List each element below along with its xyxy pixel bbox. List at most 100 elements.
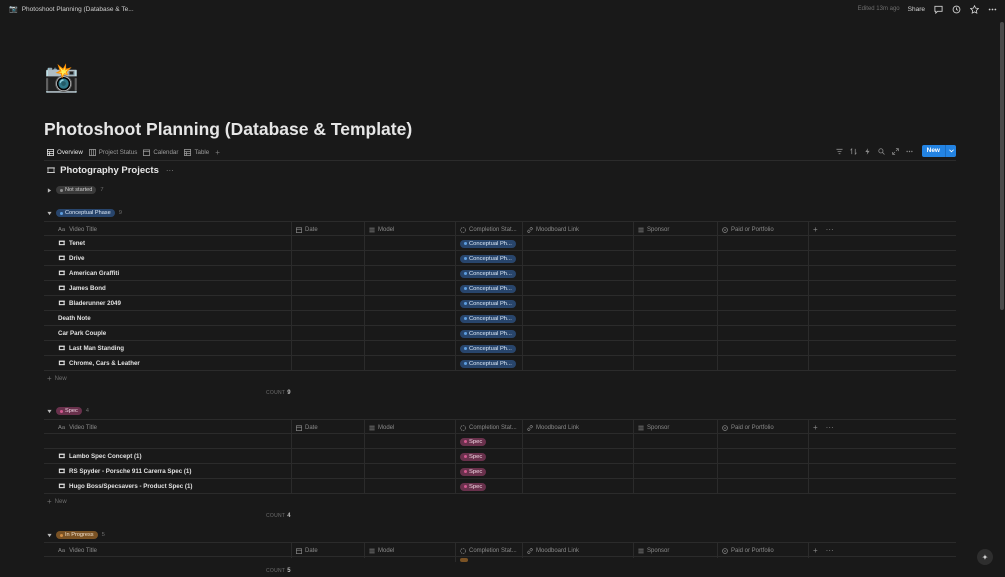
table-row[interactable]: Spec <box>44 434 956 449</box>
triangle-down-icon[interactable] <box>46 408 52 414</box>
share-button[interactable]: Share <box>907 5 925 13</box>
add-view-button[interactable]: + <box>215 147 220 157</box>
moodboard-cell[interactable] <box>522 311 633 326</box>
row-title[interactable]: Last Man Standing <box>69 345 125 352</box>
table-row[interactable]: 🎞 Chrome, Cars & Leather Conceptual Ph... <box>44 356 956 371</box>
title-cell[interactable] <box>54 434 291 449</box>
row-title[interactable]: RS Spyder - Porsche 911 Carerra Spec (1) <box>69 468 192 475</box>
sponsor-cell[interactable] <box>633 266 717 281</box>
paid-cell[interactable] <box>717 296 808 311</box>
table-row[interactable]: Car Park Couple Conceptual Ph... <box>44 326 956 341</box>
title-cell[interactable]: 🎞 Lambo Spec Concept (1) <box>54 449 291 464</box>
moodboard-cell[interactable] <box>522 464 633 479</box>
tab-calendar[interactable]: Calendar <box>140 146 181 158</box>
table-row[interactable]: 🎞 Tenet Conceptual Ph... <box>44 236 956 251</box>
status-cell[interactable]: Conceptual Ph... <box>455 341 522 356</box>
tab-overview[interactable]: Overview <box>44 146 86 161</box>
moodboard-cell[interactable] <box>522 236 633 251</box>
status-cell[interactable]: Conceptual Ph... <box>455 236 522 251</box>
title-cell[interactable]: 🎞 Bladerunner 2049 <box>54 296 291 311</box>
column-header-completion-status[interactable]: Completion Stat... <box>455 420 522 435</box>
column-header-sponsor[interactable]: Sponsor <box>633 543 717 558</box>
count-footer-spec[interactable]: COUNT 4 <box>266 513 291 519</box>
row-title[interactable]: Car Park Couple <box>58 330 107 337</box>
status-cell[interactable]: Conceptual Ph... <box>455 296 522 311</box>
column-header-moodboard-link[interactable]: Moodboard Link <box>522 420 633 435</box>
new-button[interactable]: New <box>921 145 956 157</box>
moodboard-cell[interactable] <box>522 341 633 356</box>
column-header-sponsor[interactable]: Sponsor <box>633 420 717 435</box>
count-footer-conceptual[interactable]: COUNT 9 <box>266 390 291 396</box>
date-cell[interactable] <box>291 479 364 494</box>
more-icon[interactable] <box>905 147 914 156</box>
column-header-model[interactable]: Model <box>364 222 455 237</box>
paid-cell[interactable] <box>717 341 808 356</box>
title-cell[interactable]: 🎞 American Graffiti <box>54 266 291 281</box>
table-row[interactable]: 🎞 Last Man Standing Conceptual Ph... <box>44 341 956 356</box>
moodboard-cell[interactable] <box>522 281 633 296</box>
title-cell[interactable]: 🎞 Tenet <box>54 236 291 251</box>
table-row[interactable]: 🎞 Bladerunner 2049 Conceptual Ph... <box>44 296 956 311</box>
sponsor-cell[interactable] <box>633 449 717 464</box>
sponsor-cell[interactable] <box>633 236 717 251</box>
filter-icon[interactable] <box>835 147 844 156</box>
table-row[interactable]: 🎞 RS Spyder - Porsche 911 Carerra Spec (1… <box>44 464 956 479</box>
table-row[interactable] <box>44 557 956 562</box>
date-cell[interactable] <box>291 341 364 356</box>
chevron-down-icon[interactable] <box>946 145 956 157</box>
row-title[interactable]: Death Note <box>58 315 91 322</box>
table-row[interactable]: 🎞 Hugo Boss/Specsavers - Product Spec (1)… <box>44 479 956 494</box>
date-cell[interactable] <box>291 266 364 281</box>
tab-project-status[interactable]: Project Status <box>86 146 141 158</box>
triangle-down-icon[interactable] <box>46 532 52 538</box>
column-header-video-title[interactable]: Aa Video Title <box>58 226 98 233</box>
star-icon[interactable] <box>969 4 979 14</box>
row-title[interactable]: Chrome, Cars & Leather <box>69 360 140 367</box>
column-header-paid-or-portfolio[interactable]: Paid or Portfolio <box>717 420 808 435</box>
new-button-label[interactable]: New <box>922 145 946 157</box>
triangle-down-icon[interactable] <box>46 210 52 216</box>
paid-cell[interactable] <box>717 251 808 266</box>
group-header-spec[interactable]: Spec 4 <box>46 406 89 416</box>
breadcrumb[interactable]: 📷 Photoshoot Planning (Database & Te... <box>9 5 134 14</box>
title-cell[interactable]: 🎞 James Bond <box>54 281 291 296</box>
row-title[interactable]: Drive <box>69 255 85 262</box>
sponsor-cell[interactable] <box>633 326 717 341</box>
column-header-model[interactable]: Model <box>364 543 455 558</box>
column-header-paid-or-portfolio[interactable]: Paid or Portfolio <box>717 543 808 558</box>
table-row[interactable]: 🎞 Lambo Spec Concept (1) Spec <box>44 449 956 464</box>
comment-icon[interactable] <box>933 4 943 14</box>
column-header-video-title[interactable]: Aa Video Title <box>58 547 98 554</box>
date-cell[interactable] <box>291 311 364 326</box>
model-cell[interactable] <box>364 464 455 479</box>
moodboard-cell[interactable] <box>522 296 633 311</box>
row-title[interactable]: James Bond <box>69 285 106 292</box>
sponsor-cell[interactable] <box>633 464 717 479</box>
title-cell[interactable]: 🎞 Hugo Boss/Specsavers - Product Spec (1) <box>54 479 291 494</box>
date-cell[interactable] <box>291 326 364 341</box>
status-cell[interactable]: Conceptual Ph... <box>455 356 522 371</box>
column-header-moodboard-link[interactable]: Moodboard Link <box>522 543 633 558</box>
paid-cell[interactable] <box>717 434 808 449</box>
status-cell[interactable]: Conceptual Ph... <box>455 326 522 341</box>
column-header-moodboard-link[interactable]: Moodboard Link <box>522 222 633 237</box>
moodboard-cell[interactable] <box>522 266 633 281</box>
group-header-in-progress[interactable]: In Progress 5 <box>46 530 105 540</box>
model-cell[interactable] <box>364 266 455 281</box>
clock-icon[interactable] <box>951 4 961 14</box>
status-cell[interactable]: Spec <box>455 479 522 494</box>
table-row[interactable]: 🎞 American Graffiti Conceptual Ph... <box>44 266 956 281</box>
model-cell[interactable] <box>364 479 455 494</box>
column-header-sponsor[interactable]: Sponsor <box>633 222 717 237</box>
title-cell[interactable]: 🎞 Drive <box>54 251 291 266</box>
paid-cell[interactable] <box>717 464 808 479</box>
moodboard-cell[interactable] <box>522 251 633 266</box>
moodboard-cell[interactable] <box>522 479 633 494</box>
moodboard-cell[interactable] <box>522 326 633 341</box>
date-cell[interactable] <box>291 434 364 449</box>
sponsor-cell[interactable] <box>633 434 717 449</box>
date-cell[interactable] <box>291 281 364 296</box>
status-cell[interactable]: Spec <box>455 449 522 464</box>
database-more-icon[interactable]: ··· <box>165 166 174 175</box>
moodboard-cell[interactable] <box>522 449 633 464</box>
